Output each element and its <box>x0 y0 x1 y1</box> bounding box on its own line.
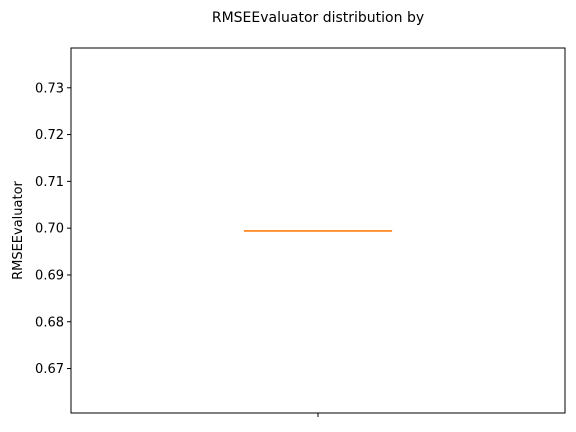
plot-frame <box>70 47 566 414</box>
y-axis-label: RMSEEvaluator <box>11 180 26 279</box>
y-axis-ticks: 0.67 0.68 0.69 0.70 0.71 0.72 0.73 <box>35 81 71 377</box>
chart-title: RMSEEvaluator distribution by <box>212 10 424 26</box>
y-tick-label: 0.67 <box>35 362 64 377</box>
y-tick-label: 0.68 <box>35 315 64 330</box>
y-tick-label: 0.71 <box>35 175 64 190</box>
y-tick-label: 0.73 <box>35 81 64 96</box>
y-tick-label: 0.72 <box>35 128 64 143</box>
y-tick-label: 0.70 <box>35 222 64 237</box>
y-tick-label: 0.69 <box>35 268 64 283</box>
